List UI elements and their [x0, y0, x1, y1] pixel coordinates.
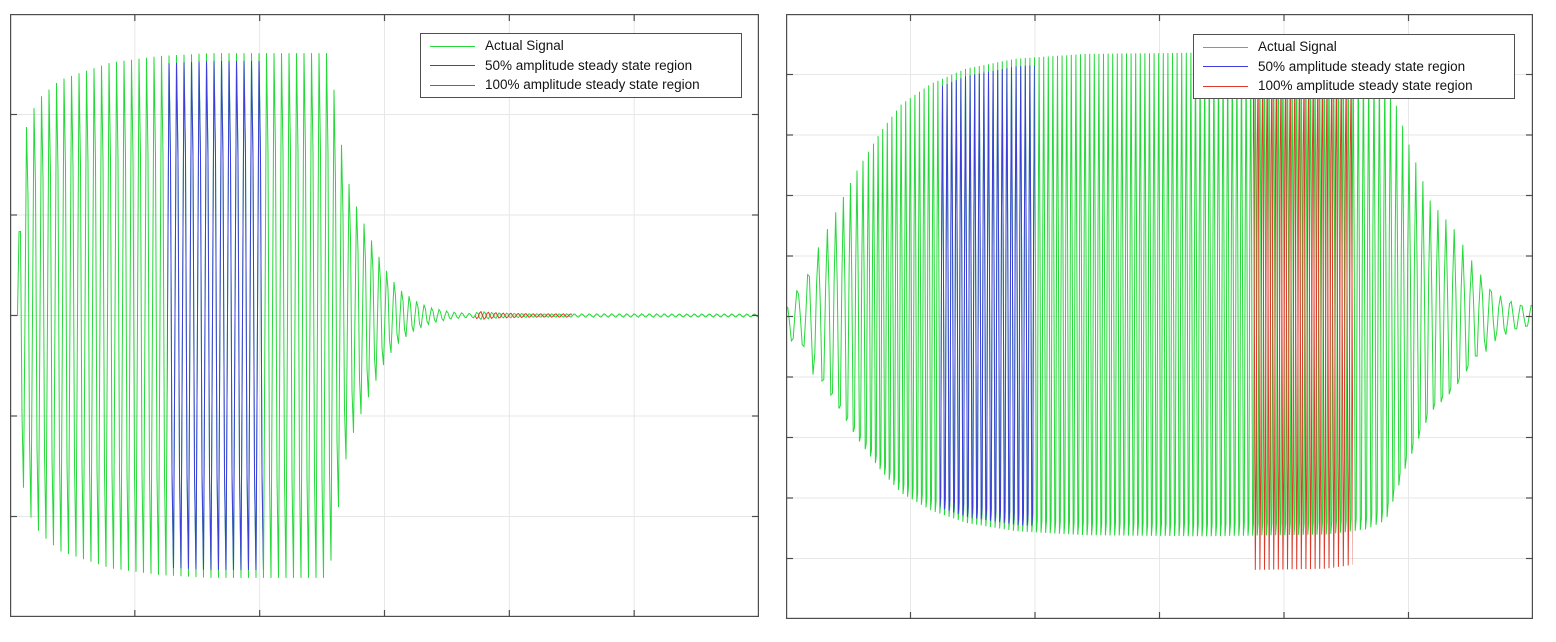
legend-label-50pct-region: 50% amplitude steady state region: [1258, 58, 1466, 74]
legend-item-50pct-region: 50% amplitude steady state region: [1203, 57, 1504, 76]
legend-line-actual-signal: [430, 45, 475, 47]
legend-line-50pct-region: [1203, 66, 1248, 67]
legend-item-actual-signal: Actual Signal: [1203, 38, 1504, 57]
legend-item-actual-signal: Actual Signal: [430, 37, 731, 56]
legend-line-50pct-region: [430, 65, 475, 66]
legend-line-100pct-region: [430, 84, 475, 86]
left-signal-plot: Actual Signal 50% amplitude steady state…: [10, 14, 759, 617]
legend-label-100pct-region: 100% amplitude steady state region: [1258, 78, 1473, 94]
legend-label-50pct-region: 50% amplitude steady state region: [485, 57, 693, 73]
legend: Actual Signal 50% amplitude steady state…: [1193, 34, 1515, 99]
legend-label-actual-signal: Actual Signal: [1258, 39, 1337, 55]
legend: Actual Signal 50% amplitude steady state…: [420, 33, 742, 98]
right-plot-area: [786, 14, 1533, 619]
legend-line-100pct-region: [1203, 85, 1248, 87]
legend-label-100pct-region: 100% amplitude steady state region: [485, 77, 700, 93]
legend-label-actual-signal: Actual Signal: [485, 38, 564, 54]
legend-item-100pct-region: 100% amplitude steady state region: [430, 76, 731, 95]
legend-item-100pct-region: 100% amplitude steady state region: [1203, 77, 1504, 96]
right-signal-plot: Actual Signal 50% amplitude steady state…: [786, 14, 1533, 619]
legend-item-50pct-region: 50% amplitude steady state region: [430, 56, 731, 75]
left-plot-area: [10, 14, 759, 617]
legend-line-actual-signal: [1203, 46, 1248, 48]
